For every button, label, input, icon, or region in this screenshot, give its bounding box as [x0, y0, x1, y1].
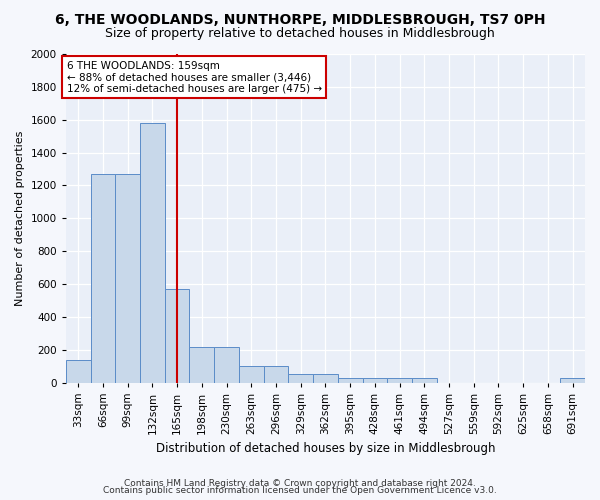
Bar [140, 123, 165, 382]
Text: Contains public sector information licensed under the Open Government Licence v3: Contains public sector information licen… [103, 486, 497, 495]
Bar [239, 366, 263, 382]
Text: Size of property relative to detached houses in Middlesbrough: Size of property relative to detached ho… [105, 28, 495, 40]
Y-axis label: Number of detached properties: Number of detached properties [15, 130, 25, 306]
Bar [66, 360, 91, 382]
Bar [165, 289, 190, 382]
Bar [313, 374, 338, 382]
Text: Contains HM Land Registry data © Crown copyright and database right 2024.: Contains HM Land Registry data © Crown c… [124, 478, 476, 488]
Bar [338, 378, 362, 382]
Bar [289, 374, 313, 382]
Text: 6, THE WOODLANDS, NUNTHORPE, MIDDLESBROUGH, TS7 0PH: 6, THE WOODLANDS, NUNTHORPE, MIDDLESBROU… [55, 12, 545, 26]
Bar [387, 378, 412, 382]
Bar [214, 347, 239, 382]
Bar [560, 378, 585, 382]
Bar [362, 378, 387, 382]
Text: 6 THE WOODLANDS: 159sqm
← 88% of detached houses are smaller (3,446)
12% of semi: 6 THE WOODLANDS: 159sqm ← 88% of detache… [67, 60, 322, 94]
Bar [412, 378, 437, 382]
Bar [190, 347, 214, 382]
Bar [115, 174, 140, 382]
Bar [263, 366, 289, 382]
X-axis label: Distribution of detached houses by size in Middlesbrough: Distribution of detached houses by size … [155, 442, 495, 455]
Bar [91, 174, 115, 382]
